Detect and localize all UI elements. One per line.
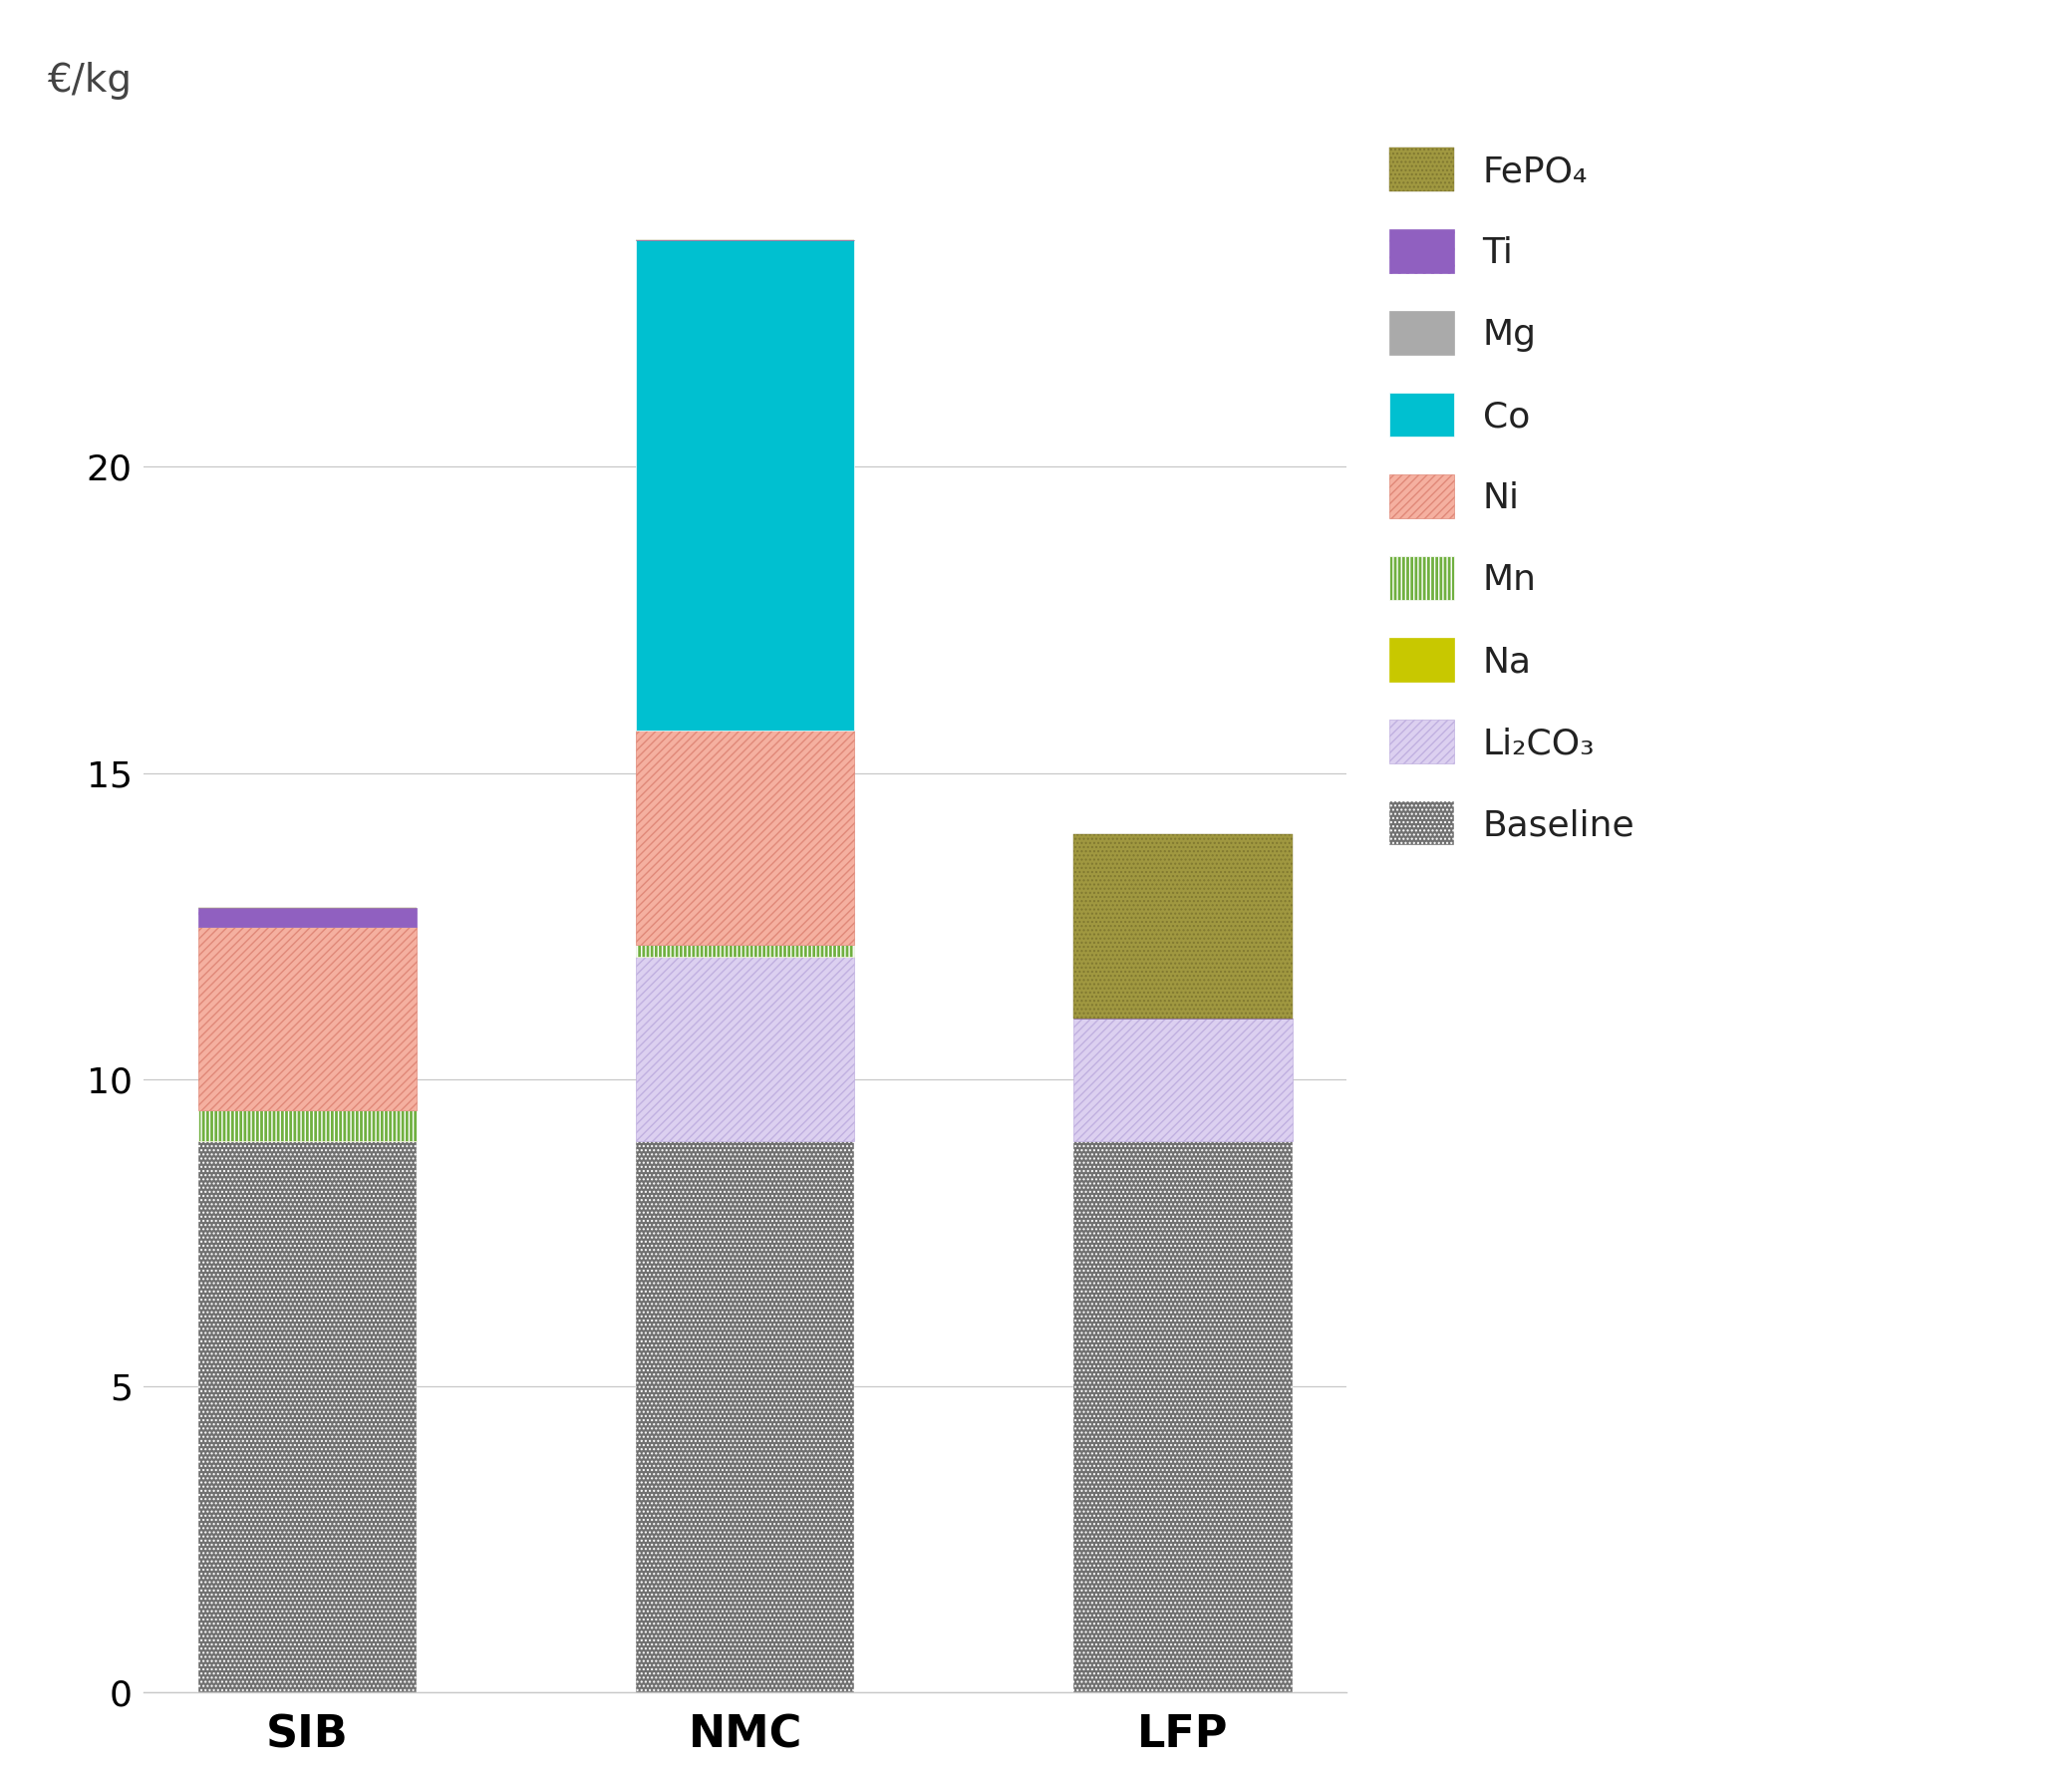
Text: €/kg: €/kg [48,62,133,99]
Bar [636,956,854,1141]
Bar [1073,1141,1293,1693]
Bar [199,909,416,926]
Bar [199,1110,416,1141]
Bar [636,730,854,946]
Bar [636,241,854,730]
Bar [636,946,854,956]
Bar [636,1141,854,1693]
Legend: FePO₄, Ti, Mg, Co, Ni, Mn, Na, Li₂CO₃, Baseline: FePO₄, Ti, Mg, Co, Ni, Mn, Na, Li₂CO₃, B… [1388,147,1635,845]
Bar [1073,834,1293,1018]
Bar [199,1141,416,1693]
Bar [199,926,416,1110]
Bar [1073,1018,1293,1141]
